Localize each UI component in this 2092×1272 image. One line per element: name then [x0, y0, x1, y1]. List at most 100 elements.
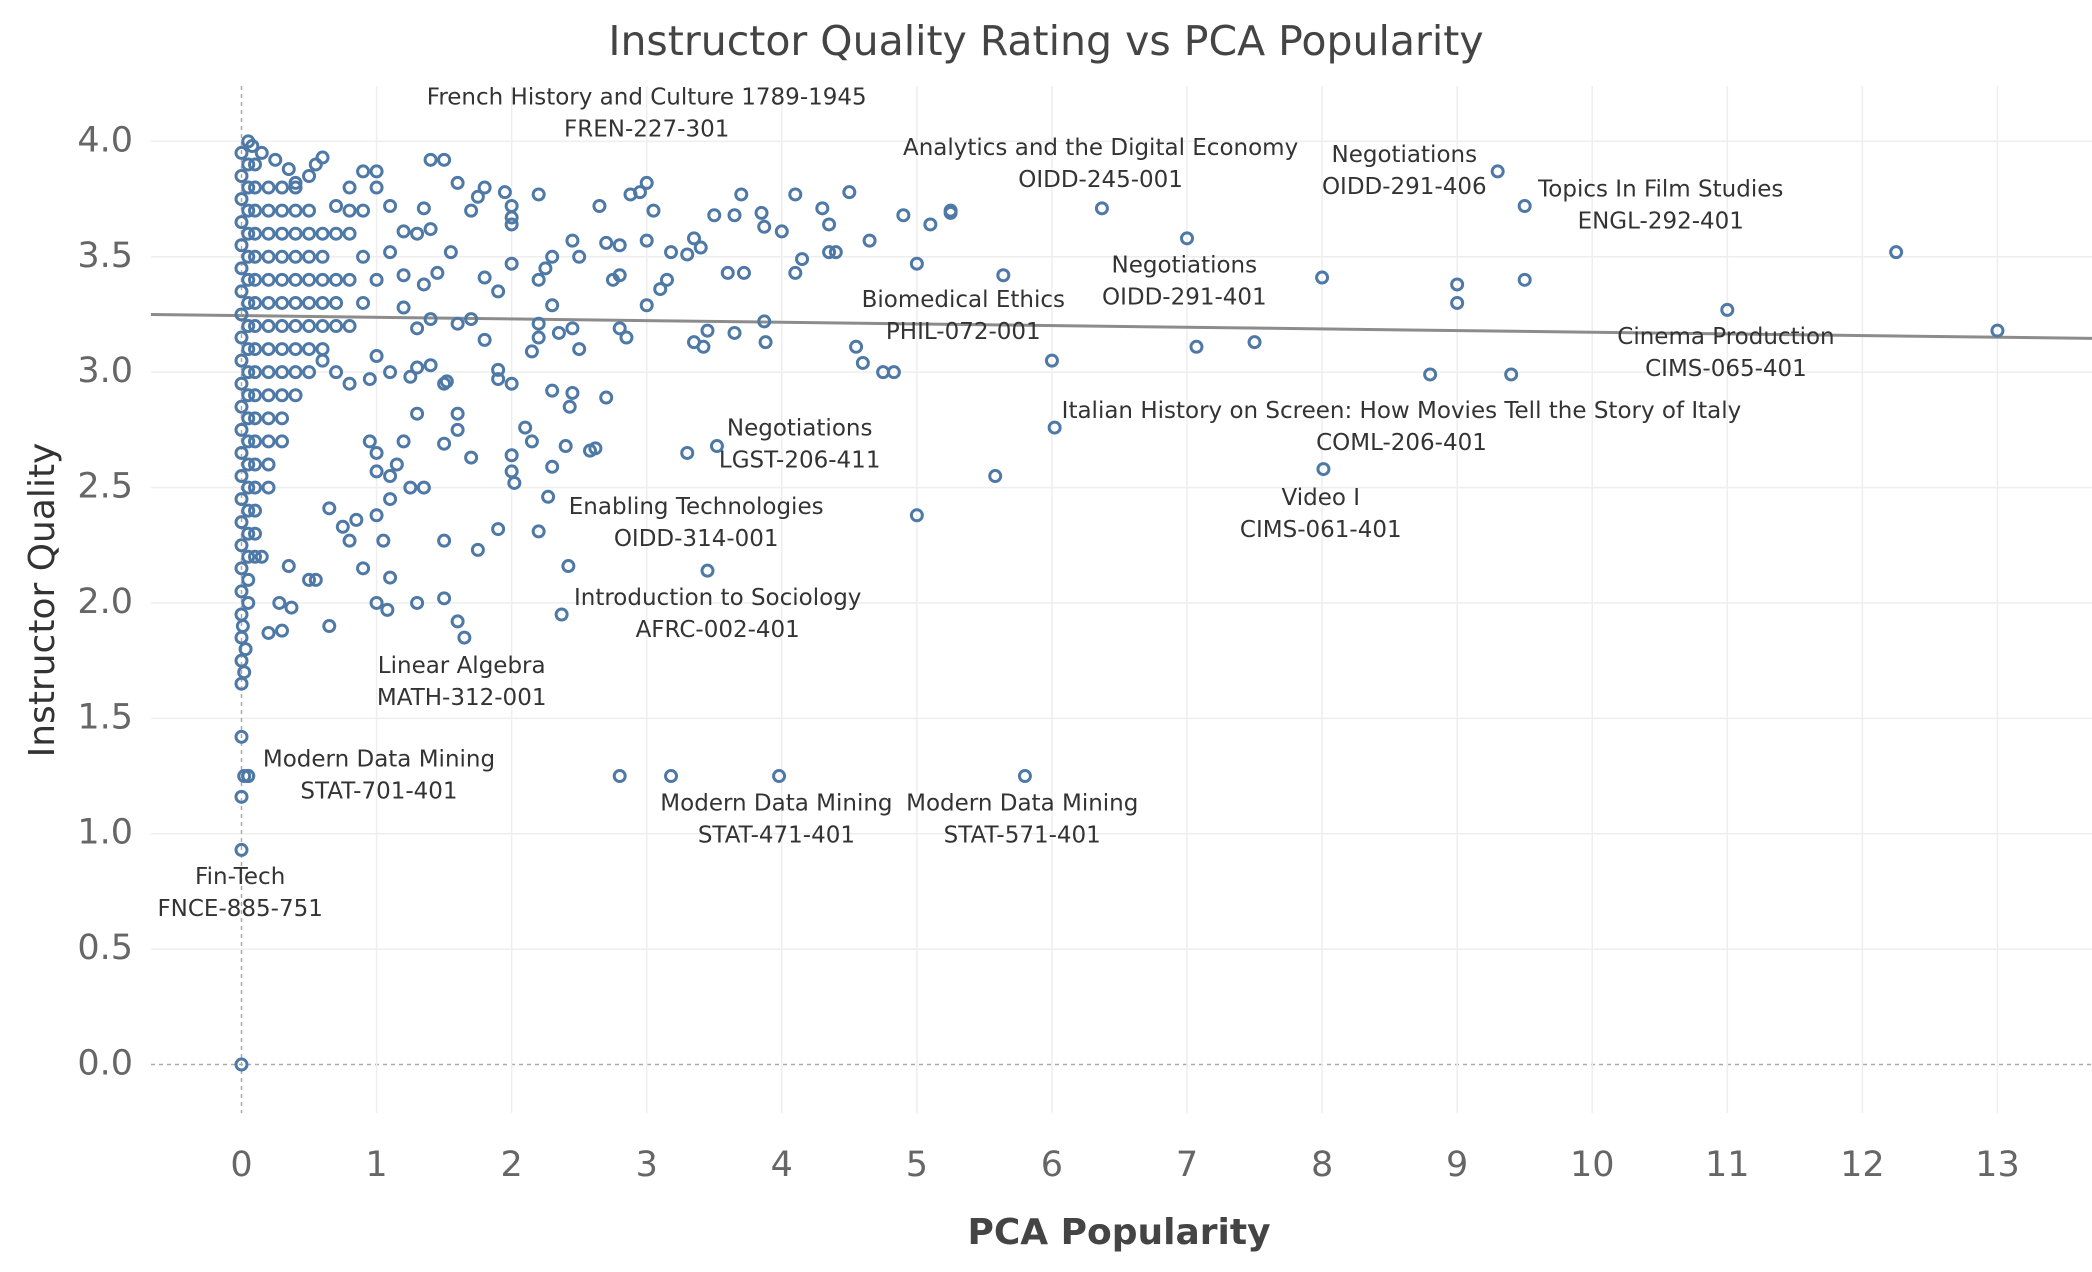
data-point — [443, 245, 458, 260]
data-point — [389, 457, 404, 472]
data-point — [822, 245, 837, 260]
data-point — [369, 164, 384, 179]
data-point — [234, 789, 249, 804]
y-tick-label: 4.0 — [77, 120, 133, 160]
data-point — [457, 630, 472, 645]
data-point — [646, 203, 661, 218]
data-point — [329, 319, 344, 334]
data-point — [261, 388, 276, 403]
data-point — [369, 508, 384, 523]
data-point — [423, 358, 438, 373]
data-point — [234, 284, 249, 299]
data-point — [592, 199, 607, 214]
annotation-name: French History and Culture 1789-1945 — [427, 85, 867, 111]
data-point — [369, 595, 384, 610]
data-point — [315, 272, 330, 287]
data-point — [241, 226, 256, 241]
data-point — [605, 272, 620, 287]
data-point — [659, 272, 674, 287]
data-point — [1094, 201, 1109, 216]
data-point — [248, 249, 263, 264]
annotation-name: Italian History on Screen: How Movies Te… — [1062, 398, 1742, 424]
data-point — [561, 559, 576, 574]
data-point — [275, 249, 290, 264]
data-point — [720, 265, 735, 280]
data-point — [599, 235, 614, 250]
data-point — [551, 325, 566, 340]
x-tick-label: 8 — [1311, 1145, 1333, 1185]
data-point — [507, 475, 522, 490]
data-point — [736, 265, 751, 280]
x-tick-label: 10 — [1570, 1145, 1615, 1185]
annotation-code: CIMS-061-401 — [1240, 517, 1402, 543]
data-point — [896, 208, 911, 223]
data-point — [288, 365, 303, 380]
data-point — [302, 169, 317, 184]
data-point — [241, 180, 256, 195]
data-point — [234, 492, 249, 507]
data-point — [261, 295, 276, 310]
data-point — [612, 238, 627, 253]
data-point — [245, 139, 260, 154]
data-point — [491, 284, 506, 299]
data-point — [430, 265, 445, 280]
x-tick-label: 3 — [636, 1145, 658, 1185]
x-tick-label: 7 — [1176, 1145, 1198, 1185]
data-point — [757, 314, 772, 329]
data-point — [470, 542, 485, 557]
data-point — [241, 249, 256, 264]
annotation-name: Modern Data Mining — [660, 790, 892, 816]
data-point — [416, 277, 431, 292]
data-point — [707, 208, 722, 223]
data-point — [734, 187, 749, 202]
data-point — [362, 372, 377, 387]
x-tick-label: 0 — [230, 1145, 252, 1185]
data-point — [281, 559, 296, 574]
data-point — [288, 203, 303, 218]
data-point — [788, 265, 803, 280]
data-point — [531, 524, 546, 539]
data-point — [284, 600, 299, 615]
data-point — [855, 355, 870, 370]
data-point — [248, 157, 263, 172]
data-point — [562, 399, 577, 414]
data-point — [248, 272, 263, 287]
data-point — [369, 272, 384, 287]
data-point — [261, 319, 276, 334]
data-point — [612, 321, 627, 336]
x-tick-label: 11 — [1705, 1145, 1750, 1185]
data-point — [396, 300, 411, 315]
data-point — [248, 180, 263, 195]
data-point — [302, 342, 317, 357]
data-point — [342, 203, 357, 218]
data-point — [248, 342, 263, 357]
data-point — [241, 388, 256, 403]
data-point — [288, 342, 303, 357]
x-tick-label: 4 — [771, 1145, 793, 1185]
data-point — [241, 549, 256, 564]
data-point — [815, 201, 830, 216]
data-point — [234, 422, 249, 437]
data-point — [383, 199, 398, 214]
data-point — [302, 203, 317, 218]
data-point — [234, 653, 249, 668]
data-point — [234, 445, 249, 460]
annotation-code: OIDD-291-401 — [1102, 285, 1267, 311]
data-point — [234, 353, 249, 368]
data-point — [288, 180, 303, 195]
data-point — [329, 365, 344, 380]
y-tick-label: 2.5 — [77, 467, 133, 507]
data-point — [275, 272, 290, 287]
data-point — [315, 226, 330, 241]
data-point — [416, 480, 431, 495]
data-point — [275, 434, 290, 449]
data-point — [302, 226, 317, 241]
data-point — [599, 390, 614, 405]
data-point — [275, 623, 290, 638]
data-point — [261, 411, 276, 426]
data-point — [261, 365, 276, 380]
data-point — [619, 330, 634, 345]
data-point — [470, 189, 485, 204]
data-point — [383, 245, 398, 260]
